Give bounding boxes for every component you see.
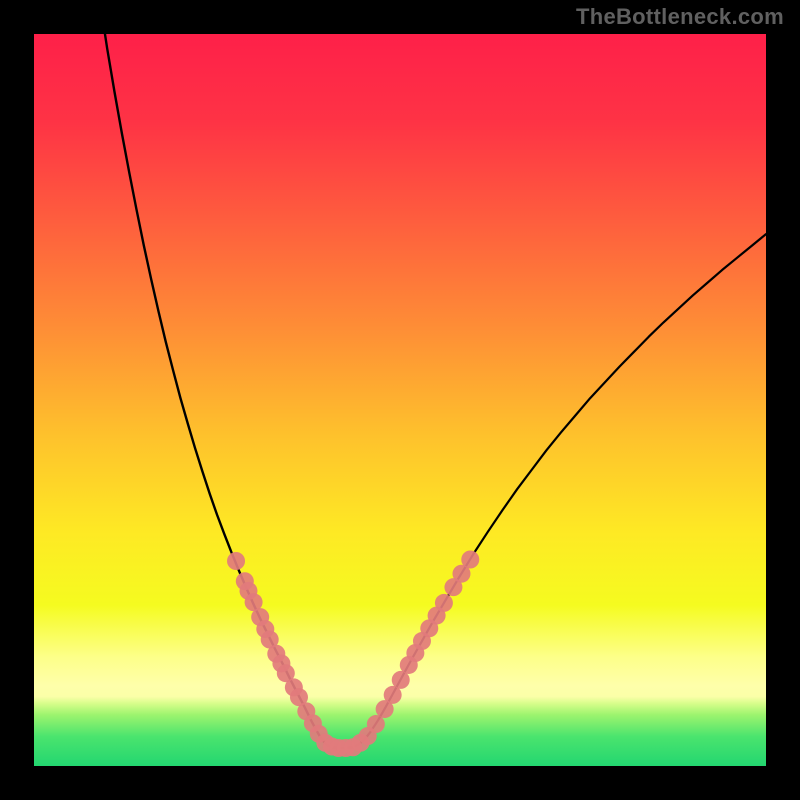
- watermark-text: TheBottleneck.com: [576, 4, 784, 30]
- marker-dot: [461, 551, 479, 569]
- marker-dot: [367, 715, 385, 733]
- plot-area: [34, 34, 766, 766]
- chart-svg: [0, 0, 800, 800]
- marker-dot: [227, 552, 245, 570]
- marker-dot: [435, 594, 453, 612]
- chart-root: TheBottleneck.com: [0, 0, 800, 800]
